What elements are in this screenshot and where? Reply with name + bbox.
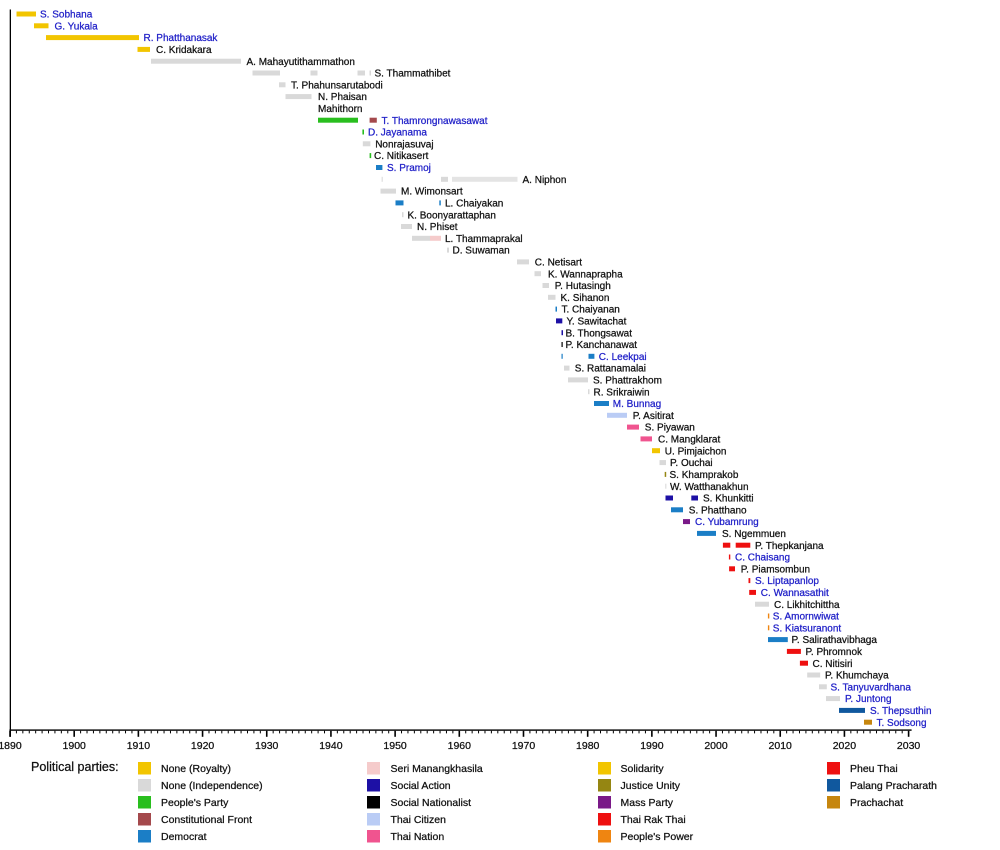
- svg-text:S. Ngemmuen: S. Ngemmuen: [722, 529, 786, 540]
- svg-text:Political parties:: Political parties:: [31, 760, 119, 774]
- svg-text:P. Phromnok: P. Phromnok: [806, 647, 864, 658]
- svg-text:Thai Rak Thai: Thai Rak Thai: [621, 814, 686, 826]
- svg-text:2030: 2030: [897, 740, 921, 752]
- svg-text:W. Watthanakhun: W. Watthanakhun: [670, 482, 749, 493]
- svg-text:S. Sobhana: S. Sobhana: [40, 10, 93, 21]
- svg-text:A. Mahayutithammathon: A. Mahayutithammathon: [247, 57, 355, 68]
- svg-text:K. Sihanon: K. Sihanon: [561, 293, 610, 304]
- svg-text:U. Pimjaichon: U. Pimjaichon: [665, 446, 727, 457]
- svg-text:Pheu Thai: Pheu Thai: [850, 763, 898, 775]
- svg-text:Social Nationalist: Social Nationalist: [391, 797, 472, 809]
- svg-text:Y. Sawitachat: Y. Sawitachat: [567, 317, 627, 328]
- svg-text:C. Likhitchittha: C. Likhitchittha: [774, 600, 840, 611]
- svg-text:C. Chaisang: C. Chaisang: [735, 553, 790, 564]
- svg-text:D. Jayanama: D. Jayanama: [368, 128, 427, 139]
- svg-text:M. Bunnag: M. Bunnag: [613, 399, 661, 410]
- svg-text:1940: 1940: [319, 740, 343, 752]
- svg-text:Solidarity: Solidarity: [621, 763, 665, 775]
- svg-text:A. Niphon: A. Niphon: [523, 175, 567, 186]
- svg-text:1960: 1960: [448, 740, 472, 752]
- svg-text:Justice Unity: Justice Unity: [621, 780, 681, 792]
- svg-text:Thai Citizen: Thai Citizen: [391, 814, 447, 826]
- svg-text:Mahithorn: Mahithorn: [318, 104, 362, 115]
- svg-text:S. Khamprakob: S. Khamprakob: [670, 470, 739, 481]
- svg-text:Seri Manangkhasila: Seri Manangkhasila: [391, 763, 483, 775]
- svg-text:P. Juntong: P. Juntong: [845, 694, 892, 705]
- svg-text:P. Piamsombun: P. Piamsombun: [741, 564, 810, 575]
- svg-text:Democrat: Democrat: [161, 831, 207, 843]
- svg-text:P. Hutasingh: P. Hutasingh: [555, 281, 611, 292]
- svg-text:N. Phiset: N. Phiset: [417, 222, 458, 233]
- svg-text:S. Pramoj: S. Pramoj: [387, 163, 431, 174]
- svg-text:Nonrajasuvaj: Nonrajasuvaj: [375, 139, 433, 150]
- svg-text:C. Leekpai: C. Leekpai: [599, 352, 647, 363]
- svg-text:L. Thammaprakal: L. Thammaprakal: [445, 234, 523, 245]
- svg-text:Thai Nation: Thai Nation: [391, 831, 445, 843]
- svg-text:1980: 1980: [576, 740, 600, 752]
- svg-text:S. Thammathibet: S. Thammathibet: [375, 69, 451, 80]
- svg-text:Social Action: Social Action: [391, 780, 451, 792]
- svg-text:D. Suwaman: D. Suwaman: [453, 246, 510, 257]
- svg-text:People's Party: People's Party: [161, 797, 229, 809]
- svg-text:1950: 1950: [383, 740, 407, 752]
- svg-text:P. Kanchanawat: P. Kanchanawat: [566, 340, 638, 351]
- svg-text:N. Phaisan: N. Phaisan: [318, 92, 367, 103]
- svg-text:S. Rattanamalai: S. Rattanamalai: [575, 364, 646, 375]
- svg-text:2000: 2000: [704, 740, 728, 752]
- svg-text:S. Amornwiwat: S. Amornwiwat: [773, 612, 839, 623]
- svg-text:S. Liptapanlop: S. Liptapanlop: [755, 576, 819, 587]
- svg-text:None (Royalty): None (Royalty): [161, 763, 231, 775]
- svg-text:S. Phatthano: S. Phatthano: [689, 505, 747, 516]
- svg-text:S. Kiatsuranont: S. Kiatsuranont: [773, 623, 842, 634]
- svg-text:C. Netisart: C. Netisart: [535, 258, 582, 269]
- svg-text:1930: 1930: [255, 740, 279, 752]
- svg-text:1970: 1970: [512, 740, 536, 752]
- svg-text:Mass Party: Mass Party: [621, 797, 674, 809]
- svg-text:S. Tanyuvardhana: S. Tanyuvardhana: [831, 682, 912, 693]
- svg-text:1920: 1920: [191, 740, 215, 752]
- svg-text:T. Phahunsarutabodi: T. Phahunsarutabodi: [291, 80, 383, 91]
- svg-text:C. Nitikasert: C. Nitikasert: [374, 151, 429, 162]
- svg-text:C. Wannasathit: C. Wannasathit: [761, 588, 829, 599]
- svg-text:Prachachat: Prachachat: [850, 797, 903, 809]
- svg-text:R. Srikraiwin: R. Srikraiwin: [594, 387, 650, 398]
- svg-text:T. Chaiyanan: T. Chaiyanan: [562, 305, 620, 316]
- svg-text:G. Yukala: G. Yukala: [55, 21, 99, 32]
- svg-text:P. Asitirat: P. Asitirat: [633, 411, 674, 422]
- svg-text:K. Boonyarattaphan: K. Boonyarattaphan: [408, 210, 496, 221]
- svg-text:P. Khumchaya: P. Khumchaya: [825, 671, 889, 682]
- svg-text:M. Wimonsart: M. Wimonsart: [401, 187, 463, 198]
- svg-text:B. Thongsawat: B. Thongsawat: [566, 328, 633, 339]
- svg-text:T. Sodsong: T. Sodsong: [877, 718, 927, 729]
- svg-text:P. Ouchai: P. Ouchai: [670, 458, 713, 469]
- svg-text:None (Independence): None (Independence): [161, 780, 263, 792]
- svg-text:L. Chaiyakan: L. Chaiyakan: [445, 199, 503, 210]
- svg-text:1910: 1910: [127, 740, 151, 752]
- svg-text:S. Thepsuthin: S. Thepsuthin: [870, 706, 932, 717]
- svg-text:2010: 2010: [769, 740, 793, 752]
- svg-text:C. Mangklarat: C. Mangklarat: [658, 435, 720, 446]
- svg-text:C. Kridakara: C. Kridakara: [156, 45, 212, 56]
- svg-text:1990: 1990: [640, 740, 664, 752]
- svg-text:T. Thamrongnawasawat: T. Thamrongnawasawat: [382, 116, 488, 127]
- svg-text:S. Khunkitti: S. Khunkitti: [703, 494, 754, 505]
- svg-text:1890: 1890: [0, 740, 22, 752]
- svg-text:Constitutional Front: Constitutional Front: [161, 814, 252, 826]
- svg-text:1900: 1900: [63, 740, 87, 752]
- svg-text:2020: 2020: [833, 740, 857, 752]
- svg-text:P. Thepkanjana: P. Thepkanjana: [755, 541, 824, 552]
- svg-text:C. Yubamrung: C. Yubamrung: [695, 517, 759, 528]
- svg-text:People's Power: People's Power: [621, 831, 694, 843]
- svg-text:S. Piyawan: S. Piyawan: [645, 423, 695, 434]
- svg-text:P. Salirathavibhaga: P. Salirathavibhaga: [792, 635, 878, 646]
- svg-text:C. Nitisiri: C. Nitisiri: [813, 659, 853, 670]
- svg-text:K. Wannaprapha: K. Wannaprapha: [548, 269, 623, 280]
- svg-text:R. Phatthanasak: R. Phatthanasak: [144, 33, 219, 44]
- svg-text:Palang Pracharath: Palang Pracharath: [850, 780, 937, 792]
- svg-text:S. Phattrakhom: S. Phattrakhom: [593, 376, 662, 387]
